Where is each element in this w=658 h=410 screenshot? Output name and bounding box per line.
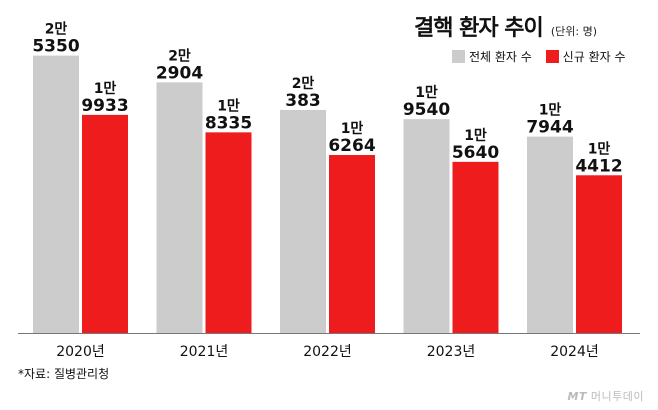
data-label-value-1-4: 4412: [575, 156, 622, 176]
data-label-value-0-3: 9540: [403, 100, 450, 120]
legend-swatch-new: [545, 50, 559, 63]
data-label-value-1-1: 8335: [205, 113, 252, 133]
publisher-watermark: MT 머니투데이: [567, 388, 644, 404]
data-label-man-0-4: 1만: [539, 103, 562, 119]
data-label-value-0-4: 7944: [526, 118, 573, 138]
legend-label-new: 신규 환자 수: [562, 50, 626, 64]
data-label-value-1-3: 5640: [452, 143, 499, 163]
data-label-value-0-0: 5350: [32, 37, 79, 57]
chart-title: 결핵 환자 추이: [414, 16, 544, 41]
data-label-man-1-2: 1만: [341, 121, 364, 137]
source-note: *자료: 질병관리청: [18, 367, 110, 381]
unit-label: (단위: 명): [550, 25, 598, 38]
data-label-man-0-2: 2만: [292, 76, 315, 92]
legend-item-total: 전체 환자 수: [452, 48, 532, 65]
data-label-man-0-3: 1만: [415, 85, 438, 101]
x-tick-label-3: 2023년: [427, 344, 476, 360]
data-label-man-1-1: 1만: [217, 98, 240, 114]
bar-new-2: [329, 155, 375, 333]
data-label-man-1-0: 1만: [94, 81, 117, 97]
x-tick-label-0: 2020년: [56, 344, 105, 360]
chart-title-block: 결핵 환자 추이 (단위: 명): [414, 10, 597, 42]
legend: 전체 환자 수 신규 환자 수: [452, 48, 636, 66]
data-label-man-0-0: 2만: [45, 22, 68, 38]
data-label-man-1-3: 1만: [464, 128, 487, 144]
data-label-value-0-2: 383: [285, 91, 321, 111]
bar-new-3: [452, 161, 499, 333]
x-tick-label-1: 2021년: [180, 344, 229, 360]
bar-total-1: [156, 82, 203, 334]
bar-total-3: [403, 119, 450, 333]
bar-new-0: [82, 114, 128, 333]
data-label-value-1-0: 9933: [81, 96, 128, 116]
data-label-man-1-4: 1만: [588, 141, 611, 157]
bar-new-4: [576, 175, 622, 333]
legend-swatch-total: [452, 50, 465, 63]
watermark-logo: MT: [567, 390, 587, 403]
bar-total-0: [33, 55, 79, 334]
legend-label-total: 전체 환자 수: [469, 50, 532, 64]
bar-total-2: [280, 109, 326, 333]
x-tick-label-4: 2024년: [550, 344, 599, 360]
data-label-man-0-1: 2만: [168, 48, 191, 64]
watermark-text: 머니투데이: [590, 390, 644, 403]
bar-new-1: [205, 132, 252, 333]
legend-item-new: 신규 환자 수: [545, 48, 626, 65]
data-label-value-1-2: 6264: [328, 136, 375, 156]
data-label-value-0-1: 2904: [156, 63, 203, 83]
x-tick-label-2: 2022년: [303, 344, 352, 360]
bar-total-4: [527, 136, 573, 333]
